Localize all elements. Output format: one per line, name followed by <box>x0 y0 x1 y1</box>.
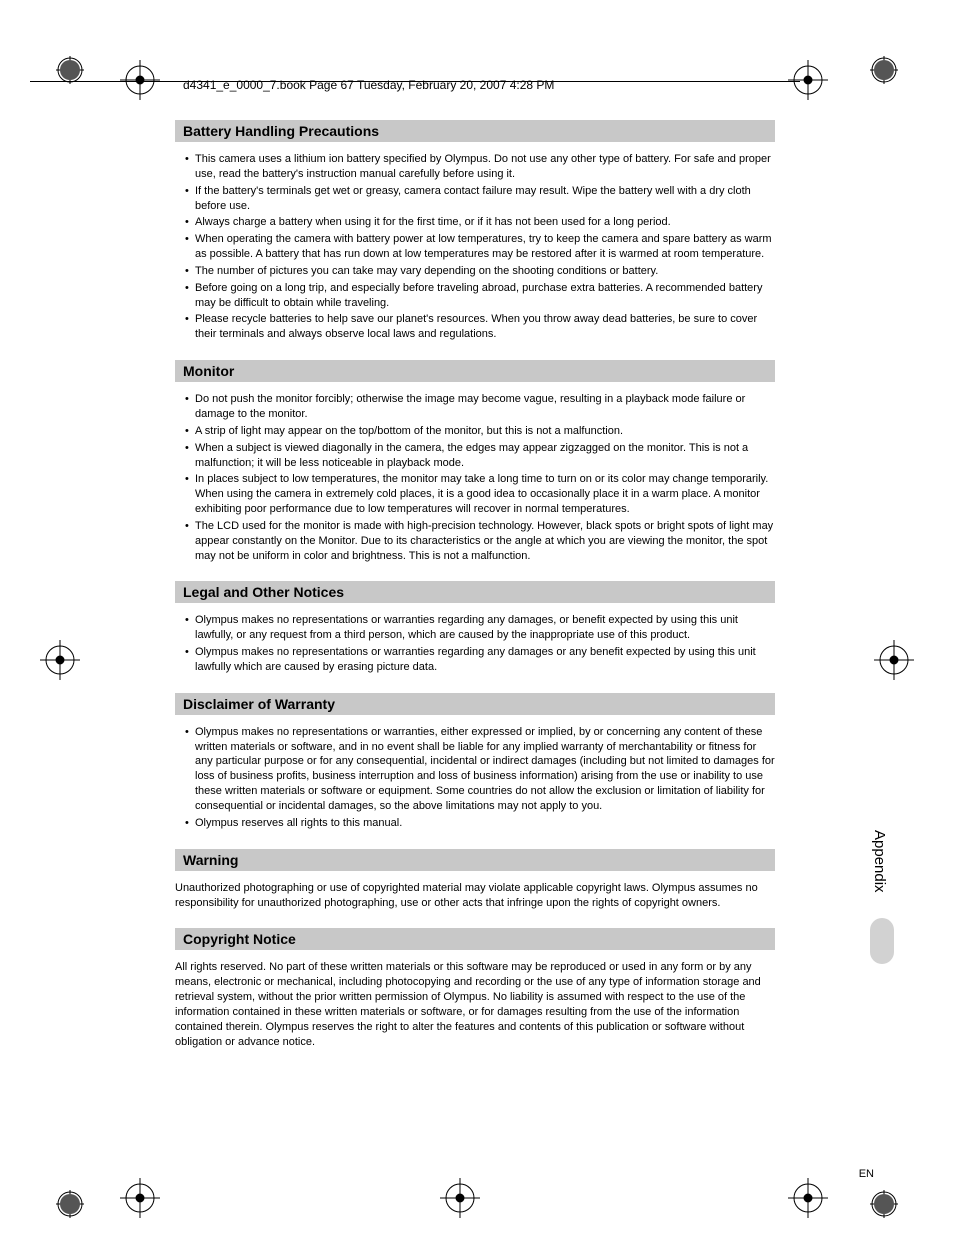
page-language: EN <box>859 1168 874 1180</box>
section-heading: Battery Handling Precautions <box>175 120 775 142</box>
list-item: Always charge a battery when using it fo… <box>185 215 775 230</box>
registration-mark-icon <box>120 1178 160 1218</box>
section-tab-label: Appendix <box>871 830 888 893</box>
registration-mark-icon <box>788 1178 828 1218</box>
registration-mark-icon <box>40 640 80 680</box>
section-tab-pill <box>870 918 894 964</box>
list-item: Before going on a long trip, and especia… <box>185 281 775 311</box>
body-paragraph: All rights reserved. No part of these wr… <box>175 960 775 1049</box>
registration-mark-icon <box>874 640 914 680</box>
list-item: Olympus makes no representations or warr… <box>185 613 775 643</box>
bullet-list: Olympus makes no representations or warr… <box>175 725 775 831</box>
crop-mark-icon <box>870 1190 898 1218</box>
list-item: A strip of light may appear on the top/b… <box>185 424 775 439</box>
list-item: Olympus reserves all rights to this manu… <box>185 816 775 831</box>
bullet-list: This camera uses a lithium ion battery s… <box>175 152 775 342</box>
list-item: In places subject to low temperatures, t… <box>185 472 775 517</box>
section-heading: Disclaimer of Warranty <box>175 693 775 715</box>
section-heading: Warning <box>175 849 775 871</box>
list-item: The number of pictures you can take may … <box>185 264 775 279</box>
list-item: The LCD used for the monitor is made wit… <box>185 519 775 564</box>
page-header: d4341_e_0000_7.book Page 67 Tuesday, Feb… <box>175 78 775 92</box>
bullet-list: Do not push the monitor forcibly; otherw… <box>175 392 775 563</box>
bullet-list: Olympus makes no representations or warr… <box>175 613 775 674</box>
registration-mark-icon <box>120 60 160 100</box>
list-item: If the battery's terminals get wet or gr… <box>185 184 775 214</box>
crop-mark-icon <box>56 56 84 84</box>
body-paragraph: Unauthorized photographing or use of cop… <box>175 881 775 911</box>
list-item: This camera uses a lithium ion battery s… <box>185 152 775 182</box>
list-item: Please recycle batteries to help save ou… <box>185 312 775 342</box>
section-heading: Monitor <box>175 360 775 382</box>
crop-mark-icon <box>56 1190 84 1218</box>
list-item: Olympus makes no representations or warr… <box>185 645 775 675</box>
crop-mark-icon <box>870 56 898 84</box>
list-item: When operating the camera with battery p… <box>185 232 775 262</box>
registration-mark-icon <box>788 60 828 100</box>
list-item: Do not push the monitor forcibly; otherw… <box>185 392 775 422</box>
section-heading: Copyright Notice <box>175 928 775 950</box>
section-heading: Legal and Other Notices <box>175 581 775 603</box>
list-item: When a subject is viewed diagonally in t… <box>185 441 775 471</box>
registration-mark-icon <box>440 1178 480 1218</box>
list-item: Olympus makes no representations or warr… <box>185 725 775 814</box>
